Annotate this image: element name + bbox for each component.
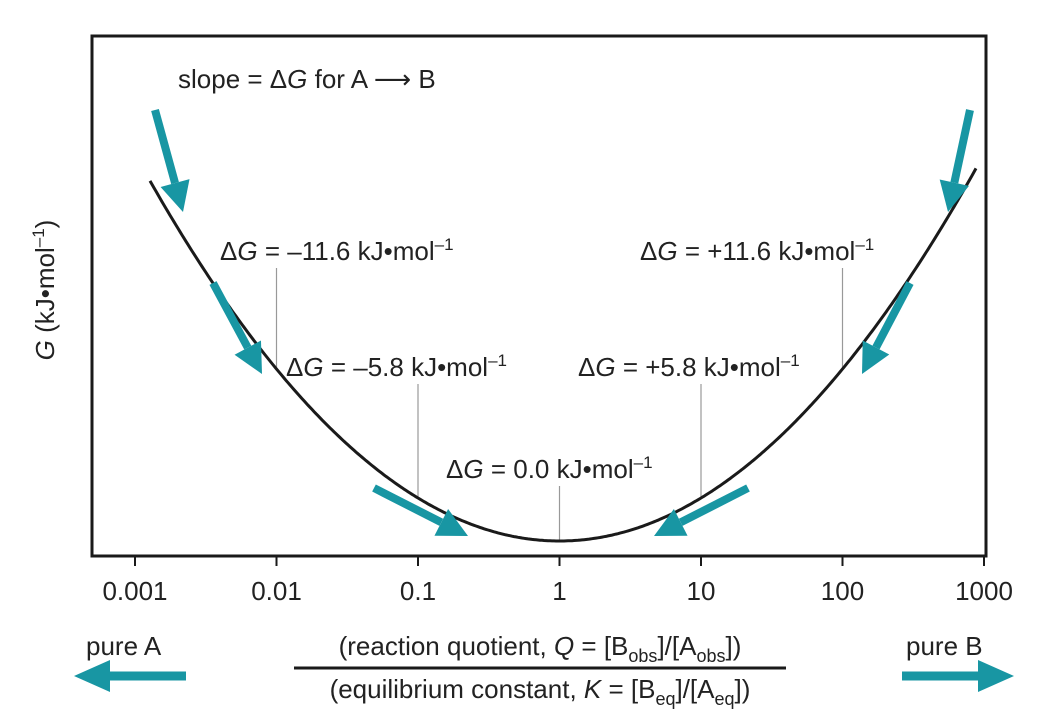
x-axis-label-numerator: (reaction quotient, Q = [Bobs]/[Aobs])	[339, 631, 742, 666]
x-tick-label-5: 100	[821, 576, 864, 606]
pure-b-label: pure B	[906, 631, 983, 661]
x-tick-label-6: 1000	[955, 576, 1013, 606]
slope-arrow-0	[151, 108, 190, 212]
slope-arrow-5	[654, 484, 750, 536]
x-tick-label-1: 0.01	[251, 576, 302, 606]
pure-b-arrow	[902, 660, 1014, 692]
slope-arrow-4	[862, 281, 914, 374]
slope-arrow-2	[372, 484, 468, 536]
slope-note: slope = ΔG for A ⟶ B	[178, 64, 436, 94]
x-tick-label-2: 0.1	[400, 576, 436, 606]
pure-a-arrow	[74, 660, 186, 692]
x-axis-label-denominator: (equilibrium constant, K = [Beq]/[Aeq])	[330, 674, 751, 709]
plot-frame	[90, 34, 988, 558]
slope-arrow-1	[209, 281, 262, 374]
x-axis-ticks: 0.001 0.01 0.1 1 10 100 1000	[102, 556, 1013, 606]
slope-arrow-3	[939, 109, 974, 212]
free-energy-curve	[148, 167, 978, 543]
annotation-minus-5-8: ΔG = –5.8 kJ•mol–1	[286, 351, 507, 382]
slope-arrows	[151, 108, 974, 536]
pure-a-label: pure A	[86, 631, 162, 661]
annotation-minus-11-6: ΔG = –11.6 kJ•mol–1	[220, 235, 454, 266]
x-tick-label-4: 10	[687, 576, 716, 606]
y-axis-label: G (kJ•mol–1)	[29, 220, 60, 361]
x-tick-label-3: 1	[552, 576, 566, 606]
annotation-zero: ΔG = 0.0 kJ•mol–1	[446, 453, 653, 484]
guide-lines	[275, 268, 844, 541]
x-tick-label-0: 0.001	[102, 576, 167, 606]
annotation-plus-11-6: ΔG = +11.6 kJ•mol–1	[640, 235, 874, 266]
annotation-plus-5-8: ΔG = +5.8 kJ•mol–1	[578, 351, 800, 382]
